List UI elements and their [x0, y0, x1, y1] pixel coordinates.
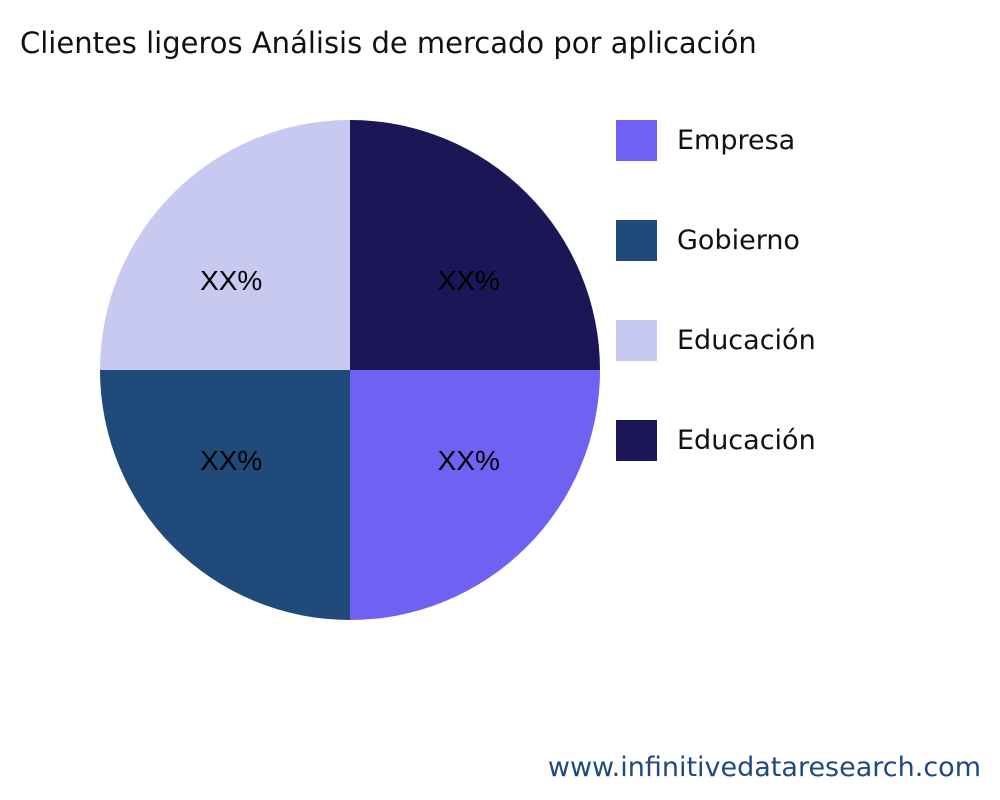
legend-item[interactable]: Empresa — [616, 90, 816, 190]
legend-item[interactable]: Educación — [616, 290, 816, 390]
chart-title: Clientes ligeros Análisis de mercado por… — [20, 26, 757, 60]
legend-label: Educación — [677, 424, 816, 456]
pie-slice-2 — [100, 120, 350, 370]
slice-label-2: XX% — [200, 265, 262, 296]
legend-label: Educación — [677, 324, 816, 356]
legend: Empresa Gobierno Educación Educación — [616, 90, 816, 490]
legend-item[interactable]: Gobierno — [616, 190, 816, 290]
legend-swatch — [616, 119, 657, 161]
legend-label: Empresa — [677, 124, 796, 156]
legend-swatch — [616, 419, 657, 461]
footer-url: www.infinitivedataresearch.com — [547, 752, 981, 783]
slice-label-3: XX% — [438, 265, 500, 296]
pie-slice-0 — [350, 370, 600, 620]
legend-label: Gobierno — [677, 224, 800, 256]
legend-item[interactable]: Educación — [616, 390, 816, 490]
legend-swatch — [616, 219, 657, 261]
pie-slice-3 — [350, 120, 600, 370]
slice-label-1: XX% — [200, 445, 262, 476]
legend-swatch — [616, 319, 657, 361]
slice-label-0: XX% — [438, 445, 500, 476]
pie-slice-1 — [100, 370, 350, 620]
